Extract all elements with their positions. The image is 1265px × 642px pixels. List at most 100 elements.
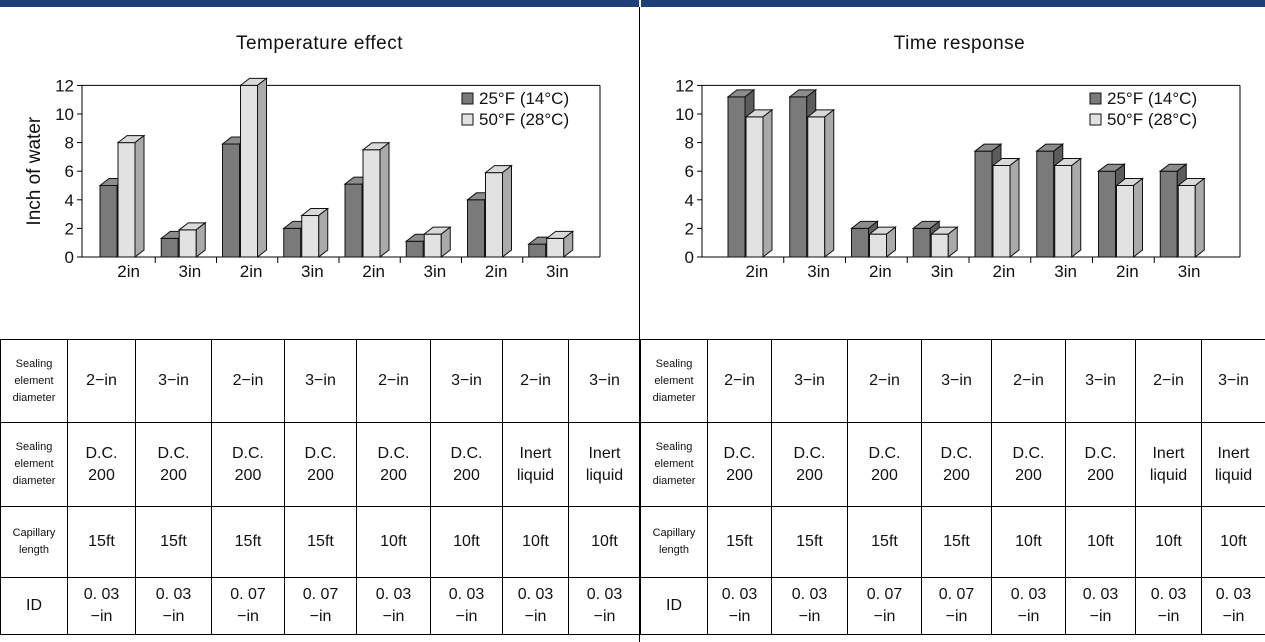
time-response-chart: Time response 0 2 4 6 8 10 12 2in 3in 2in 3in 2in 3i… <box>640 7 1265 339</box>
table-cell: 3−in <box>1201 339 1265 423</box>
x-tick-label: 2in <box>240 262 263 281</box>
bar-front <box>528 243 547 258</box>
x-tick-label: 2in <box>746 262 769 281</box>
table-cell: 0. 03 −in <box>356 577 431 635</box>
table-cell: 15ft <box>921 506 992 578</box>
table-cell: 0. 03 −in <box>991 577 1066 635</box>
bar-side <box>886 226 896 259</box>
temperature-effect-chart: Temperature effect 0 2 4 6 8 10 12 Inch of wate… <box>0 7 639 339</box>
x-tick-label: 2in <box>1116 262 1139 281</box>
table-cell: 0. 03 −in <box>67 577 136 635</box>
row-header: Sealing element diameter <box>640 422 708 507</box>
table-cell: 3−in <box>430 339 503 423</box>
bar-side <box>502 164 512 259</box>
table-cell: 15ft <box>771 506 848 578</box>
bar-front <box>178 229 197 258</box>
table-cell: 2−in <box>707 339 772 423</box>
bar-side <box>1194 177 1205 259</box>
bar-front <box>745 116 764 258</box>
table-cell: 10ft <box>1135 506 1202 578</box>
y-tick-label: 12 <box>675 76 694 95</box>
bar-front <box>807 116 826 258</box>
chart-canvas: 0 2 4 6 8 10 12 Inch of water 2in 3in 2in 3in 2in 3in… <box>24 76 601 281</box>
bar-front <box>992 164 1011 258</box>
y-tick-label: 6 <box>65 162 74 181</box>
bar-side <box>195 221 206 259</box>
bar-front <box>160 237 179 258</box>
table-cell: 0. 07 −in <box>921 577 992 635</box>
legend-label: 25°F (14°C) <box>1107 89 1197 108</box>
bar-side <box>563 230 574 259</box>
y-axis-label: Inch of water <box>24 116 45 225</box>
bar-front <box>99 185 118 258</box>
table-cell: 3−in <box>135 339 212 423</box>
table-row: ID 0. 03 −in 0. 03 −in 0. 07 −in 0. 07 −in 0.… <box>0 577 641 635</box>
row-header: Sealing element diameter <box>640 339 708 423</box>
table-cell: 15ft <box>847 506 922 578</box>
table-cell: 2−in <box>356 339 431 423</box>
table-row: Capillary length 15ft 15ft 15ft 15ft 10ft 10ft… <box>0 506 641 578</box>
table-cell: 2−in <box>211 339 285 423</box>
table-cell: 0. 03 −in <box>502 577 569 635</box>
x-tick-label: 2in <box>485 262 508 281</box>
table-row: Sealing element diameter D.C. 200 D.C. 200… <box>640 422 1265 507</box>
y-tick-label: 8 <box>65 134 74 153</box>
table-cell: 15ft <box>284 506 357 578</box>
table-cell: 10ft <box>430 506 503 578</box>
table-cell: D.C. 200 <box>211 422 285 507</box>
bar-side <box>134 134 145 259</box>
table-cell: Inert liquid <box>568 422 641 507</box>
table-cell: 0. 03 −in <box>135 577 212 635</box>
table-cell: 2−in <box>1135 339 1202 423</box>
y-tick-label: 0 <box>685 248 694 267</box>
legend-label: 50°F (28°C) <box>479 110 569 129</box>
legend-label: 25°F (14°C) <box>479 89 569 108</box>
table-cell: 15ft <box>211 506 285 578</box>
table-cell: 10ft <box>502 506 569 578</box>
x-tick-label: 2in <box>117 262 140 281</box>
bar-front <box>485 172 503 258</box>
bar-side <box>1133 177 1143 259</box>
bar-side <box>762 108 773 259</box>
table-row: Sealing element diameter 2−in 3−in 2−in 3−in… <box>0 339 641 423</box>
table-cell: 2−in <box>991 339 1066 423</box>
bar-side <box>257 77 267 259</box>
bar-front <box>974 150 993 258</box>
bar-front <box>851 227 869 258</box>
table-cell: 15ft <box>67 506 136 578</box>
bar-front <box>344 183 363 258</box>
y-tick-label: 10 <box>55 105 74 124</box>
table-cell: 3−in <box>771 339 848 423</box>
x-tick-label: 3in <box>301 262 324 281</box>
table-cell: D.C. 200 <box>356 422 431 507</box>
x-tick-label: 2in <box>993 262 1016 281</box>
bar-side <box>318 207 329 259</box>
x-tick-label: 3in <box>1054 262 1077 281</box>
table-cell: 0. 07 −in <box>284 577 357 635</box>
left-spec-table: Sealing element diameter 2−in 3−in 2−in 3−in… <box>0 339 641 635</box>
bar-front <box>1098 170 1116 258</box>
table-cell: 2−in <box>502 339 569 423</box>
panel-divider <box>639 7 640 642</box>
table-cell: Inert liquid <box>1201 422 1265 507</box>
y-tick-label: 0 <box>65 248 74 267</box>
top-bar-divider <box>639 0 641 7</box>
right-spec-table: Sealing element diameter 2−in 3−in 2−in 3−in… <box>640 339 1265 635</box>
table-cell: D.C. 200 <box>921 422 992 507</box>
table-cell: 0. 07 −in <box>211 577 285 635</box>
legend-swatch <box>1089 113 1102 126</box>
bar-front <box>546 237 565 258</box>
chart-title: Temperature effect <box>235 33 404 54</box>
x-tick-label: 3in <box>931 262 954 281</box>
table-cell: 10ft <box>1201 506 1265 578</box>
table-cell: D.C. 200 <box>991 422 1066 507</box>
table-cell: 0. 03 −in <box>1065 577 1136 635</box>
row-header: ID <box>0 577 68 635</box>
bar-front <box>912 227 931 258</box>
table-cell: 0. 03 −in <box>430 577 503 635</box>
table-cell: 3−in <box>568 339 641 423</box>
bar-front <box>423 233 442 258</box>
x-tick-label: 2in <box>362 262 385 281</box>
table-cell: D.C. 200 <box>67 422 136 507</box>
